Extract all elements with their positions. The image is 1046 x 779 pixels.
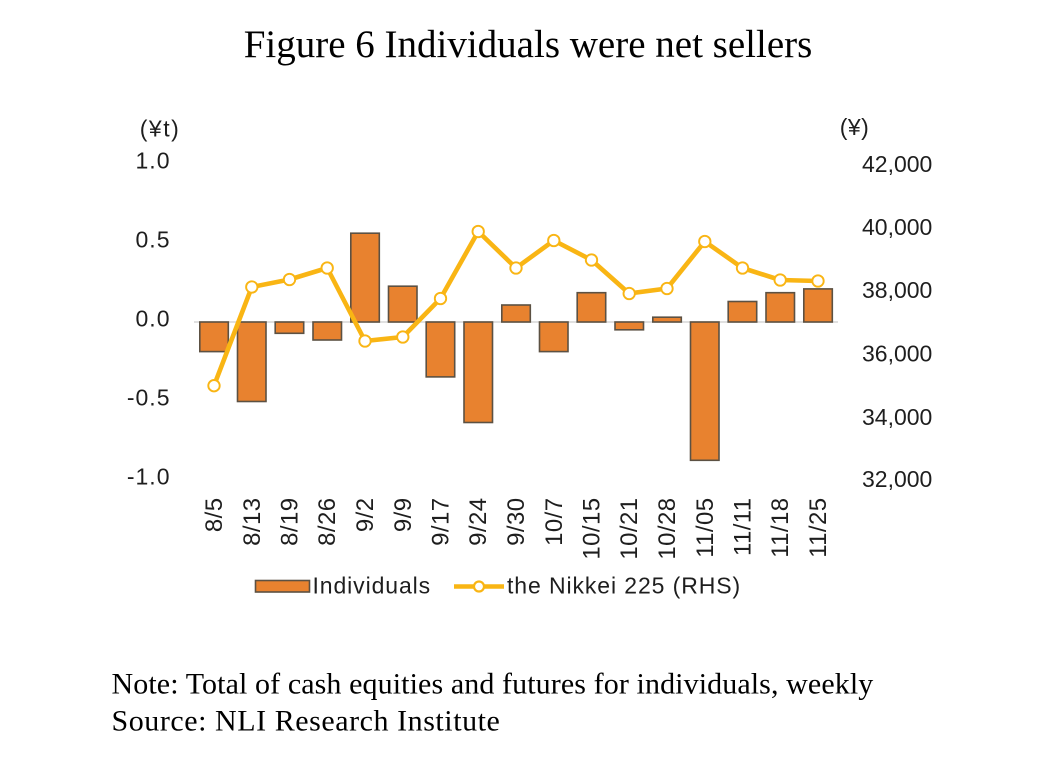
svg-text:9/9: 9/9 [390, 498, 417, 533]
svg-text:10/21: 10/21 [616, 498, 643, 560]
svg-text:38,000: 38,000 [862, 277, 932, 303]
svg-text:10/15: 10/15 [579, 498, 606, 560]
svg-text:Note: Total of cash equities a: Note: Total of cash equities and futures… [112, 668, 874, 701]
svg-text:10/28: 10/28 [654, 498, 681, 560]
svg-text:11/11: 11/11 [730, 498, 757, 557]
svg-text:-0.5: -0.5 [127, 384, 171, 410]
svg-text:9/24: 9/24 [465, 498, 492, 546]
svg-text:(¥t): (¥t) [140, 116, 181, 142]
svg-text:42,000: 42,000 [862, 151, 932, 177]
svg-text:8/5: 8/5 [201, 498, 228, 533]
svg-text:40,000: 40,000 [862, 214, 932, 240]
svg-text:(¥): (¥) [840, 114, 870, 140]
svg-text:Source: NLI Research Institute: Source: NLI Research Institute [112, 705, 501, 738]
svg-text:8/19: 8/19 [277, 498, 304, 546]
svg-text:0.5: 0.5 [136, 227, 171, 253]
svg-text:9/17: 9/17 [428, 498, 455, 546]
svg-text:32,000: 32,000 [862, 466, 932, 492]
svg-text:10/7: 10/7 [541, 498, 568, 546]
svg-text:Figure 6 Individuals were net: Figure 6 Individuals were net sellers [244, 23, 813, 66]
svg-text:11/18: 11/18 [767, 498, 794, 558]
svg-text:34,000: 34,000 [862, 404, 932, 430]
svg-text:9/2: 9/2 [352, 498, 379, 533]
svg-text:Individuals: Individuals [313, 573, 432, 599]
svg-text:1.0: 1.0 [136, 148, 171, 174]
svg-text:the Nikkei 225 (RHS): the Nikkei 225 (RHS) [507, 573, 741, 599]
svg-text:11/05: 11/05 [692, 498, 719, 558]
svg-text:8/13: 8/13 [239, 498, 266, 546]
svg-text:0.0: 0.0 [136, 306, 171, 332]
svg-text:9/30: 9/30 [503, 498, 530, 546]
svg-text:8/26: 8/26 [314, 498, 341, 546]
svg-text:36,000: 36,000 [862, 341, 932, 367]
svg-text:-1.0: -1.0 [127, 463, 171, 489]
svg-text:11/25: 11/25 [805, 498, 832, 558]
